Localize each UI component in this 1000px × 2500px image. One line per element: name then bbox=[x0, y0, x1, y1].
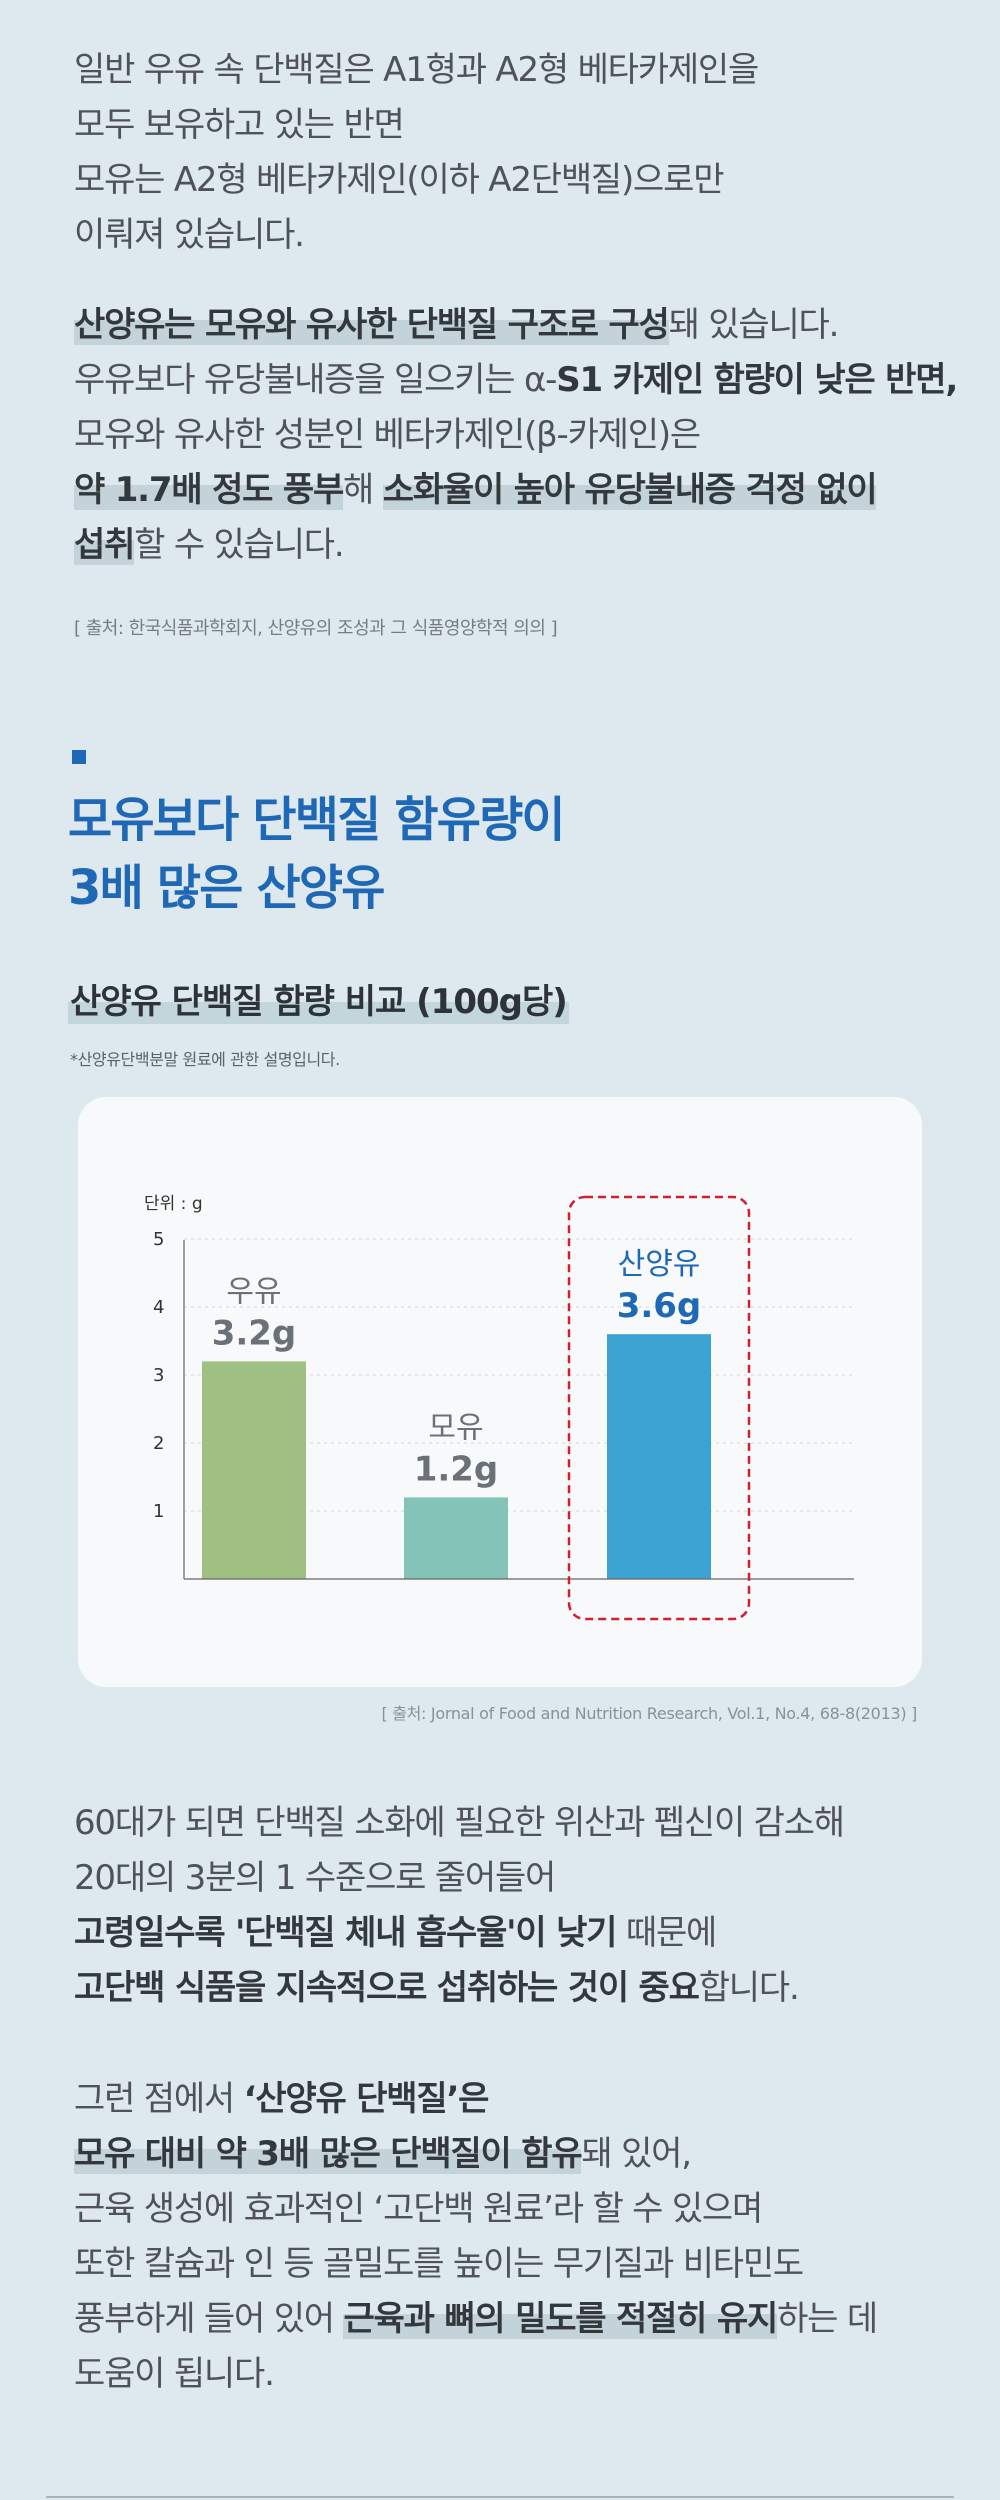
text: 합니다. bbox=[698, 1968, 800, 2008]
bar-category-label: 산양유 bbox=[618, 1247, 701, 1282]
y-tick-label: 4 bbox=[153, 1297, 164, 1318]
unit-label: 단위 : g bbox=[144, 1194, 203, 1214]
bars bbox=[202, 1334, 711, 1579]
aging-protein-paragraph: 60대가 되면 단백질 소화에 필요한 위산과 펩신이 감소해 20대의 3분의… bbox=[74, 1796, 845, 2016]
bar-category-label: 모유 bbox=[428, 1410, 483, 1445]
highlight-text: 섭취 bbox=[74, 525, 135, 565]
para4-line-4: 또한 칼슘과 인 등 골밀도를 높이는 무기질과 비타민도 bbox=[74, 2244, 804, 2284]
intro-line: 모유는 A2형 베타카제인(이하 A2단백질)으로만 bbox=[74, 160, 724, 200]
text: 돼 있어, bbox=[581, 2134, 692, 2174]
bold-text: 고령일수록 '단백질 체내 흡수율'이 낮기 bbox=[74, 1913, 617, 1953]
goat-protein-benefit-paragraph: 그런 점에서 ‘산양유 단백질’은 모유 대비 약 3배 많은 단백질이 함유돼… bbox=[74, 2072, 878, 2402]
text: 우유보다 유당불내증을 일으키는 α- bbox=[74, 360, 557, 400]
para2-line-4: 약 1.7배 정도 풍부해 소화율이 높아 유당불내증 걱정 없이 bbox=[74, 463, 957, 518]
text: 때문에 bbox=[616, 1913, 717, 1953]
highlight-box bbox=[567, 1195, 751, 1621]
section-bullet-icon bbox=[72, 750, 86, 764]
bold-text: ‘산양유 단백질’은 bbox=[243, 2079, 490, 2119]
para4-line-1: 그런 점에서 ‘산양유 단백질’은 bbox=[74, 2072, 877, 2127]
para2-line-2: 우유보다 유당불내증을 일으키는 α-S1 카제인 함량이 낮은 반면, bbox=[74, 353, 958, 408]
intro-line: 모두 보유하고 있는 반면 bbox=[74, 105, 405, 145]
bold-text: S1 카제인 함량이 낮은 반면, bbox=[556, 360, 958, 400]
source-citation: [ 출처: 한국식품과학회지, 산양유의 조성과 그 식품영양학적 의의 ] bbox=[74, 618, 558, 639]
highlight-text: 모유 대비 약 3배 많은 단백질이 함유 bbox=[74, 2134, 583, 2174]
chart-source-citation: [ 출처: Jornal of Food and Nutrition Resea… bbox=[381, 1704, 917, 1723]
bar-value-label: 3.6g bbox=[617, 1286, 702, 1326]
bar bbox=[202, 1361, 306, 1579]
goat-milk-protein-paragraph: 산양유는 모유와 유사한 단백질 구조로 구성돼 있습니다. 우유보다 유당불내… bbox=[74, 298, 958, 573]
para3-line-1: 60대가 되면 단백질 소화에 필요한 위산과 펩신이 감소해 bbox=[74, 1803, 845, 1843]
para3-line-4: 고단백 식품을 지속적으로 섭취하는 것이 중요합니다. bbox=[74, 1961, 844, 2016]
chart-note: *산양유단백분말 원료에 관한 설명입니다. bbox=[70, 1050, 340, 1069]
para4-line-2: 모유 대비 약 3배 많은 단백질이 함유돼 있어, bbox=[74, 2127, 877, 2182]
bar-value-label: 3.2g bbox=[212, 1313, 297, 1353]
text: 하는 데 bbox=[777, 2299, 878, 2339]
para3-line-2: 20대의 3분의 1 수준으로 줄어들어 bbox=[74, 1858, 556, 1898]
bar-value-label: 1.2g bbox=[414, 1449, 499, 1489]
section-title: 모유보다 단백질 함유량이 3배 많은 산양유 bbox=[68, 786, 566, 922]
text: 할 수 있습니다. bbox=[134, 525, 345, 565]
highlight-text: 산양유는 모유와 유사한 단백질 구조로 구성 bbox=[74, 305, 670, 345]
bar-category-label: 우유 bbox=[226, 1274, 281, 1309]
bar bbox=[607, 1334, 711, 1579]
intro-paragraph: 일반 우유 속 단백질은 A1형과 A2형 베타카제인을 모두 보유하고 있는 … bbox=[74, 43, 759, 263]
section-title-line: 3배 많은 산양유 bbox=[68, 860, 385, 916]
section-title-line: 모유보다 단백질 함유량이 bbox=[68, 792, 566, 848]
highlight-text: 근육과 뼈의 밀도를 적절히 유지 bbox=[343, 2299, 778, 2339]
y-tick-label: 5 bbox=[153, 1229, 164, 1250]
bold-text: 고단백 식품을 지속적으로 섭취하는 것이 중요 bbox=[74, 1968, 700, 2008]
chart-subheading: 산양유 단백질 함량 비교 (100g당) bbox=[68, 980, 569, 1024]
y-tick-label: 3 bbox=[153, 1365, 164, 1386]
highlight-text: 소화율이 높아 유당불내증 걱정 없이 bbox=[382, 470, 878, 510]
para3-line-3: 고령일수록 '단백질 체내 흡수율'이 낮기 때문에 bbox=[74, 1906, 844, 1961]
para4-line-6: 도움이 됩니다. bbox=[74, 2354, 275, 2394]
y-tick-label: 2 bbox=[153, 1433, 164, 1454]
text: 그런 점에서 bbox=[74, 2079, 244, 2119]
intro-line: 일반 우유 속 단백질은 A1형과 A2형 베타카제인을 bbox=[74, 50, 759, 90]
highlight-text: 약 1.7배 정도 풍부 bbox=[74, 470, 344, 510]
text: 돼 있습니다. bbox=[668, 305, 840, 345]
y-tick-label: 1 bbox=[153, 1501, 164, 1522]
para2-line-1: 산양유는 모유와 유사한 단백질 구조로 구성돼 있습니다. bbox=[74, 298, 957, 353]
para4-line-3: 근육 생성에 효과적인 ‘고단백 원료’라 할 수 있으며 bbox=[74, 2189, 763, 2229]
bar-labels: 우유 3.2g 모유 1.2g 산양유 3.6g bbox=[212, 1247, 702, 1489]
text: 해 bbox=[343, 470, 383, 510]
para2-line-5: 섭취할 수 있습니다. bbox=[74, 518, 957, 573]
para4-line-5: 풍부하게 들어 있어 근육과 뼈의 밀도를 적절히 유지하는 데 bbox=[74, 2292, 878, 2347]
intro-line: 이뤄져 있습니다. bbox=[74, 215, 305, 255]
divider bbox=[46, 2496, 954, 2498]
para2-line-3: 모유와 유사한 성분인 베타카제인(β-카제인)은 bbox=[74, 415, 701, 455]
protein-bar-chart: 단위 : g 1 2 3 4 5 우유 3.2g 모유 1.2g 산양유 3.6g bbox=[144, 1194, 854, 1621]
text: 풍부하게 들어 있어 bbox=[74, 2299, 344, 2339]
chart-card: 단위 : g 1 2 3 4 5 우유 3.2g 모유 1.2g 산양유 3.6g bbox=[78, 1097, 922, 1687]
bar bbox=[404, 1497, 508, 1579]
y-tick-labels: 1 2 3 4 5 bbox=[153, 1229, 164, 1522]
